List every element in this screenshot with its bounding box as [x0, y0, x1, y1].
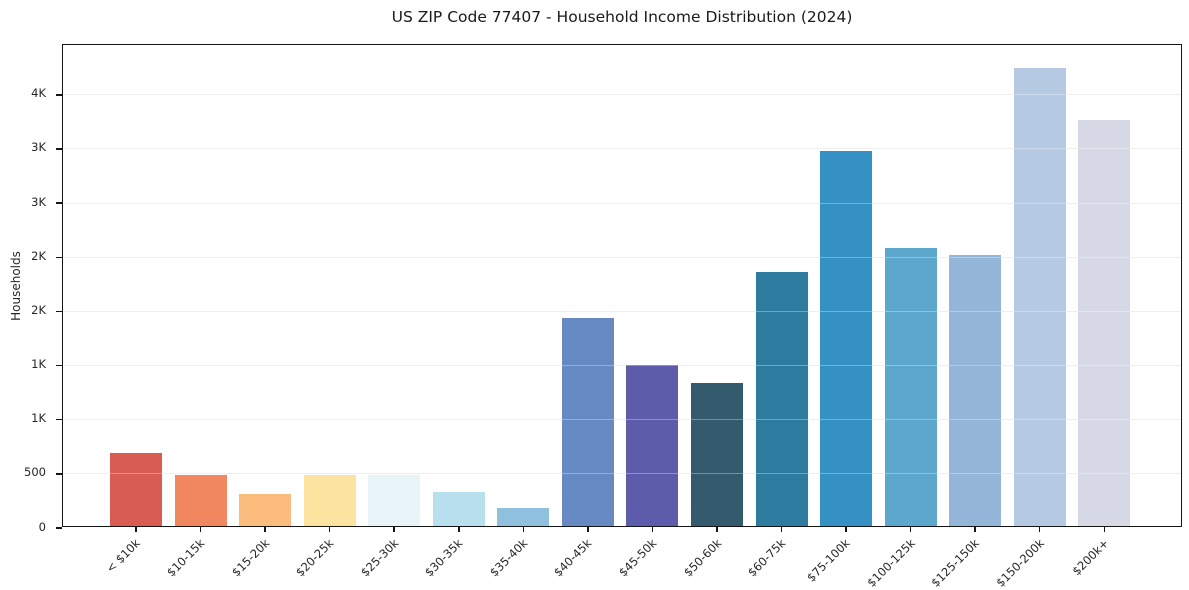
- x-tick-label: $35-40k: [486, 536, 531, 580]
- chart-title: US ZIP Code 77407 - Household Income Dis…: [391, 8, 853, 26]
- y-tick-label: 3K: [31, 194, 46, 209]
- x-tick-mark: [393, 526, 395, 532]
- x-tick-label: $75-100k: [804, 536, 853, 585]
- y-tick-mark: [56, 527, 62, 529]
- gridline: [63, 256, 1181, 258]
- gridline-overlay: [63, 148, 1181, 150]
- x-tick-mark: [1038, 526, 1041, 532]
- bar-100-125k: [884, 248, 937, 526]
- gridline: [63, 365, 1181, 367]
- x-tick-mark: [522, 526, 525, 532]
- y-tick-label: 0: [38, 519, 46, 534]
- y-tick-label: 1K: [31, 357, 46, 372]
- x-tick-mark: [458, 526, 460, 532]
- bar-150-200k: [1013, 67, 1066, 526]
- x-tick-mark: [1103, 526, 1105, 532]
- gridline-overlay: [63, 365, 1181, 367]
- x-tick-mark: [135, 526, 137, 532]
- gridline: [63, 310, 1181, 312]
- y-tick-label: 2K: [31, 248, 46, 263]
- x-tick-label: $25-30k: [357, 536, 402, 580]
- gridline-overlay: [63, 419, 1181, 421]
- x-tick-label: $20-25k: [293, 536, 337, 580]
- y-tick-mark: [56, 310, 62, 313]
- x-tick-mark: [587, 526, 589, 532]
- x-tick-mark: [199, 526, 202, 532]
- x-tick-label: < $10k: [103, 536, 143, 576]
- y-tick-label: 1K: [31, 411, 46, 426]
- x-tick-label: $10-15k: [164, 536, 208, 580]
- x-tick-label: $150-200k: [992, 536, 1047, 590]
- gridline-overlay: [63, 256, 1181, 258]
- y-tick-mark: [56, 473, 62, 475]
- bar-45-50k: [626, 364, 679, 526]
- bar-15-20k: [239, 493, 292, 526]
- bar-25-30k: [368, 475, 421, 526]
- y-tick-label: 3K: [31, 140, 46, 155]
- bar-60-75k: [755, 272, 808, 526]
- gridline: [63, 202, 1181, 204]
- x-tick-mark: [328, 526, 331, 532]
- bar-10k: [110, 453, 162, 526]
- y-tick-label: 2K: [31, 302, 46, 317]
- bar-200k: [1078, 119, 1131, 526]
- gridline: [63, 473, 1181, 475]
- x-tick-label: $60-75k: [744, 536, 789, 580]
- x-tick-mark: [845, 526, 847, 532]
- bar-20-25k: [303, 475, 356, 526]
- plot-area: [56, 44, 1182, 532]
- x-tick-label: $200k+: [1069, 536, 1112, 579]
- y-tick-mark: [56, 148, 62, 150]
- y-tick-mark: [56, 256, 62, 258]
- gridline-overlay: [63, 310, 1181, 312]
- x-tick-label: $100-125k: [863, 536, 918, 590]
- x-tick-label: $125-150k: [928, 536, 983, 590]
- x-tick-mark: [264, 526, 266, 532]
- x-tick-label: $30-35k: [422, 536, 466, 580]
- y-tick-label: 500: [24, 465, 46, 480]
- x-tick-mark: [651, 526, 654, 532]
- y-tick-label: 4K: [31, 86, 46, 101]
- x-tick-label: $50-60k: [680, 536, 724, 580]
- bar-10-15k: [174, 475, 227, 526]
- bar-35-40k: [497, 508, 550, 526]
- bar-30-35k: [432, 491, 485, 526]
- y-tick-labels: 0 500 1K 1K 2K 2K 3K 3K 4K: [0, 44, 54, 533]
- bar-40-45k: [561, 318, 614, 526]
- x-tick-label: $15-20k: [228, 536, 272, 580]
- gridline: [63, 148, 1181, 150]
- x-tick-label: $45-50k: [615, 536, 660, 580]
- x-tick-label: $40-45k: [551, 536, 595, 580]
- bar-75-100k: [820, 151, 873, 526]
- gridline: [63, 94, 1181, 96]
- gridline: [63, 419, 1181, 421]
- x-tick-mark: [780, 526, 783, 532]
- gridline-overlay: [63, 473, 1181, 475]
- y-tick-mark: [56, 94, 62, 96]
- bar-50-60k: [690, 382, 743, 526]
- gridline-overlay: [63, 94, 1181, 96]
- x-tick-mark: [974, 526, 976, 532]
- x-tick-mark: [909, 526, 912, 532]
- y-tick-mark: [56, 418, 62, 421]
- gridline-overlay: [63, 202, 1181, 204]
- bar-125-150k: [949, 254, 1002, 526]
- y-tick-mark: [56, 364, 62, 367]
- x-tick-mark: [716, 526, 718, 532]
- y-tick-mark: [56, 202, 62, 204]
